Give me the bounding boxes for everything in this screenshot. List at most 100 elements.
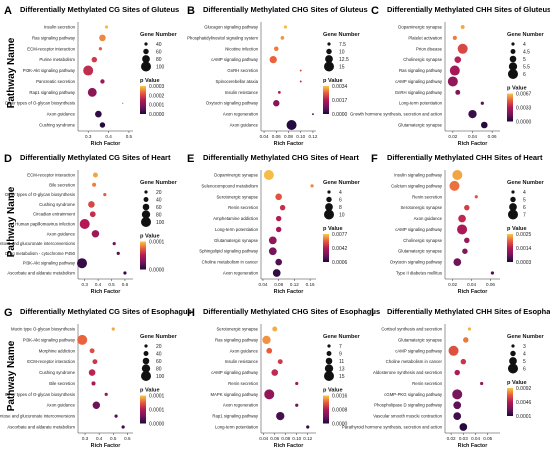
size-legend-dot — [511, 42, 515, 46]
color-legend-value: 0.0001 — [149, 103, 165, 109]
x-tick-label: 0.6 — [122, 282, 129, 287]
data-point — [480, 381, 484, 386]
row-label: cGMP-PKG signaling pathway — [384, 392, 443, 397]
panel-letter: F — [371, 153, 378, 165]
size-legend-dot — [324, 371, 334, 381]
color-legend-bar — [140, 241, 146, 270]
x-axis-title: Rich Factor — [458, 289, 489, 295]
size-legend-dot — [324, 209, 334, 220]
x-tick-label: 0.06 — [272, 134, 281, 139]
data-point — [312, 113, 314, 116]
row-label: Morphine addiction — [39, 348, 76, 353]
x-tick-label: 0.08 — [281, 436, 290, 441]
row-label: Other types of O-glycan biosynthesis — [5, 392, 75, 397]
data-point — [272, 326, 278, 332]
panel-e: E Differentially Methylated CHG Sites of … — [187, 153, 361, 295]
color-legend-value: 0.0000 — [149, 112, 165, 118]
size-legend-dot — [141, 364, 151, 373]
data-point — [89, 211, 96, 218]
color-legend-value: 0.0034 — [332, 84, 348, 90]
size-legend-dot — [142, 55, 150, 63]
size-legend-dot — [142, 203, 150, 211]
data-point — [83, 65, 94, 76]
x-tick-label: 0.08 — [284, 134, 293, 139]
color-legend-bar — [323, 395, 329, 424]
size-legend-dot — [510, 350, 516, 357]
size-legend-title: Gene Number — [323, 32, 361, 38]
size-legend-dot — [508, 363, 518, 374]
x-tick-label: 0.06 — [270, 436, 279, 441]
row-label: Serotonergic synapse — [216, 194, 258, 199]
row-label: Cholinergic synapse — [403, 57, 442, 62]
color-legend-value: 0.0001 — [149, 240, 165, 246]
row-label: Choline metabolism in cancer — [386, 359, 443, 364]
size-legend-title: Gene Number — [140, 32, 178, 38]
data-point — [464, 204, 470, 211]
row-label: Cushing syndrome — [39, 370, 75, 375]
data-point — [453, 258, 462, 266]
row-label: Insulin signaling pathway — [394, 173, 443, 178]
x-tick-label: 0.04 — [259, 436, 268, 441]
row-label: Axon regeneration — [223, 112, 259, 117]
size-legend-value: 4 — [523, 352, 526, 358]
x-tick-label: 0.6 — [124, 436, 131, 441]
x-tick-label: 0.04 — [258, 282, 267, 287]
size-legend-value: 40 — [156, 42, 162, 48]
row-label: cAMP signaling pathway — [211, 57, 259, 62]
data-point — [457, 224, 468, 235]
size-legend-value: 11 — [339, 359, 344, 365]
panel-a: A Differentially Methylated CG Sites of G… — [4, 5, 179, 147]
data-point — [459, 423, 468, 431]
row-label: Drug metabolism - cytochrome P450 — [5, 251, 75, 256]
panel-g: G Differentially Methylated CG Sites of E… — [0, 307, 192, 449]
panel-i: I Differentially Methylated CHH Sites of … — [342, 307, 550, 449]
color-legend-bar — [323, 234, 329, 262]
size-legend-value: 7 — [339, 344, 342, 350]
size-legend-dot — [508, 209, 518, 220]
size-legend-dot — [326, 351, 332, 356]
row-label: Bile secretion — [49, 381, 75, 386]
size-legend-value: 7 — [523, 213, 526, 219]
row-label: GnRH signaling pathway — [395, 90, 443, 95]
row-label: Choline metabolism in cancer — [202, 260, 259, 265]
row-label: GnRH secretion — [227, 68, 258, 73]
row-label: Insulin secretion — [44, 25, 76, 30]
row-label: Cushing syndrome — [39, 123, 75, 128]
row-label: Long-term potentiation — [215, 425, 259, 430]
color-legend-value: 0.0000 — [516, 120, 532, 126]
size-legend-dot — [326, 196, 332, 203]
row-label: Phosphatidylinositol signaling system — [187, 35, 258, 40]
row-label: Parathyroid hormone synthesis, secretion… — [342, 425, 443, 430]
row-label: Serotonergic synapse — [216, 327, 258, 332]
row-label: Renin secretion — [412, 381, 442, 386]
data-point — [122, 102, 124, 104]
data-point — [91, 230, 100, 238]
color-legend-title: p Value — [507, 86, 527, 92]
row-label: Long-term potentiation — [215, 227, 259, 232]
size-legend-dot — [143, 197, 149, 202]
x-tick-label: 0.12 — [308, 134, 317, 139]
panel-letter: E — [187, 153, 194, 165]
size-legend-dot — [327, 42, 331, 46]
panel-letter: H — [187, 307, 195, 319]
color-legend-title: p Value — [507, 380, 527, 386]
data-point — [272, 269, 281, 277]
panel-letter: G — [4, 307, 13, 319]
color-legend-title: p Value — [140, 234, 160, 240]
data-point — [283, 25, 288, 29]
color-legend-value: 0.0017 — [332, 98, 348, 104]
data-point — [100, 79, 105, 84]
size-legend-value: 5.5 — [523, 65, 530, 71]
size-legend-dot — [327, 190, 331, 194]
size-legend-value: 9 — [339, 352, 342, 358]
panel-title: Differentially Methylated CHH Sites of E… — [387, 307, 550, 316]
data-point — [114, 414, 118, 418]
x-tick-label: 0.5 — [110, 436, 117, 441]
x-tick-label: 0.5 — [126, 134, 133, 139]
data-point — [95, 110, 102, 118]
panels-group: A Differentially Methylated CG Sites of G… — [0, 5, 550, 449]
color-legend-bar — [507, 388, 513, 416]
panel-letter: C — [371, 5, 379, 17]
row-label: Other types of O-glycan biosynthesis — [5, 101, 75, 106]
